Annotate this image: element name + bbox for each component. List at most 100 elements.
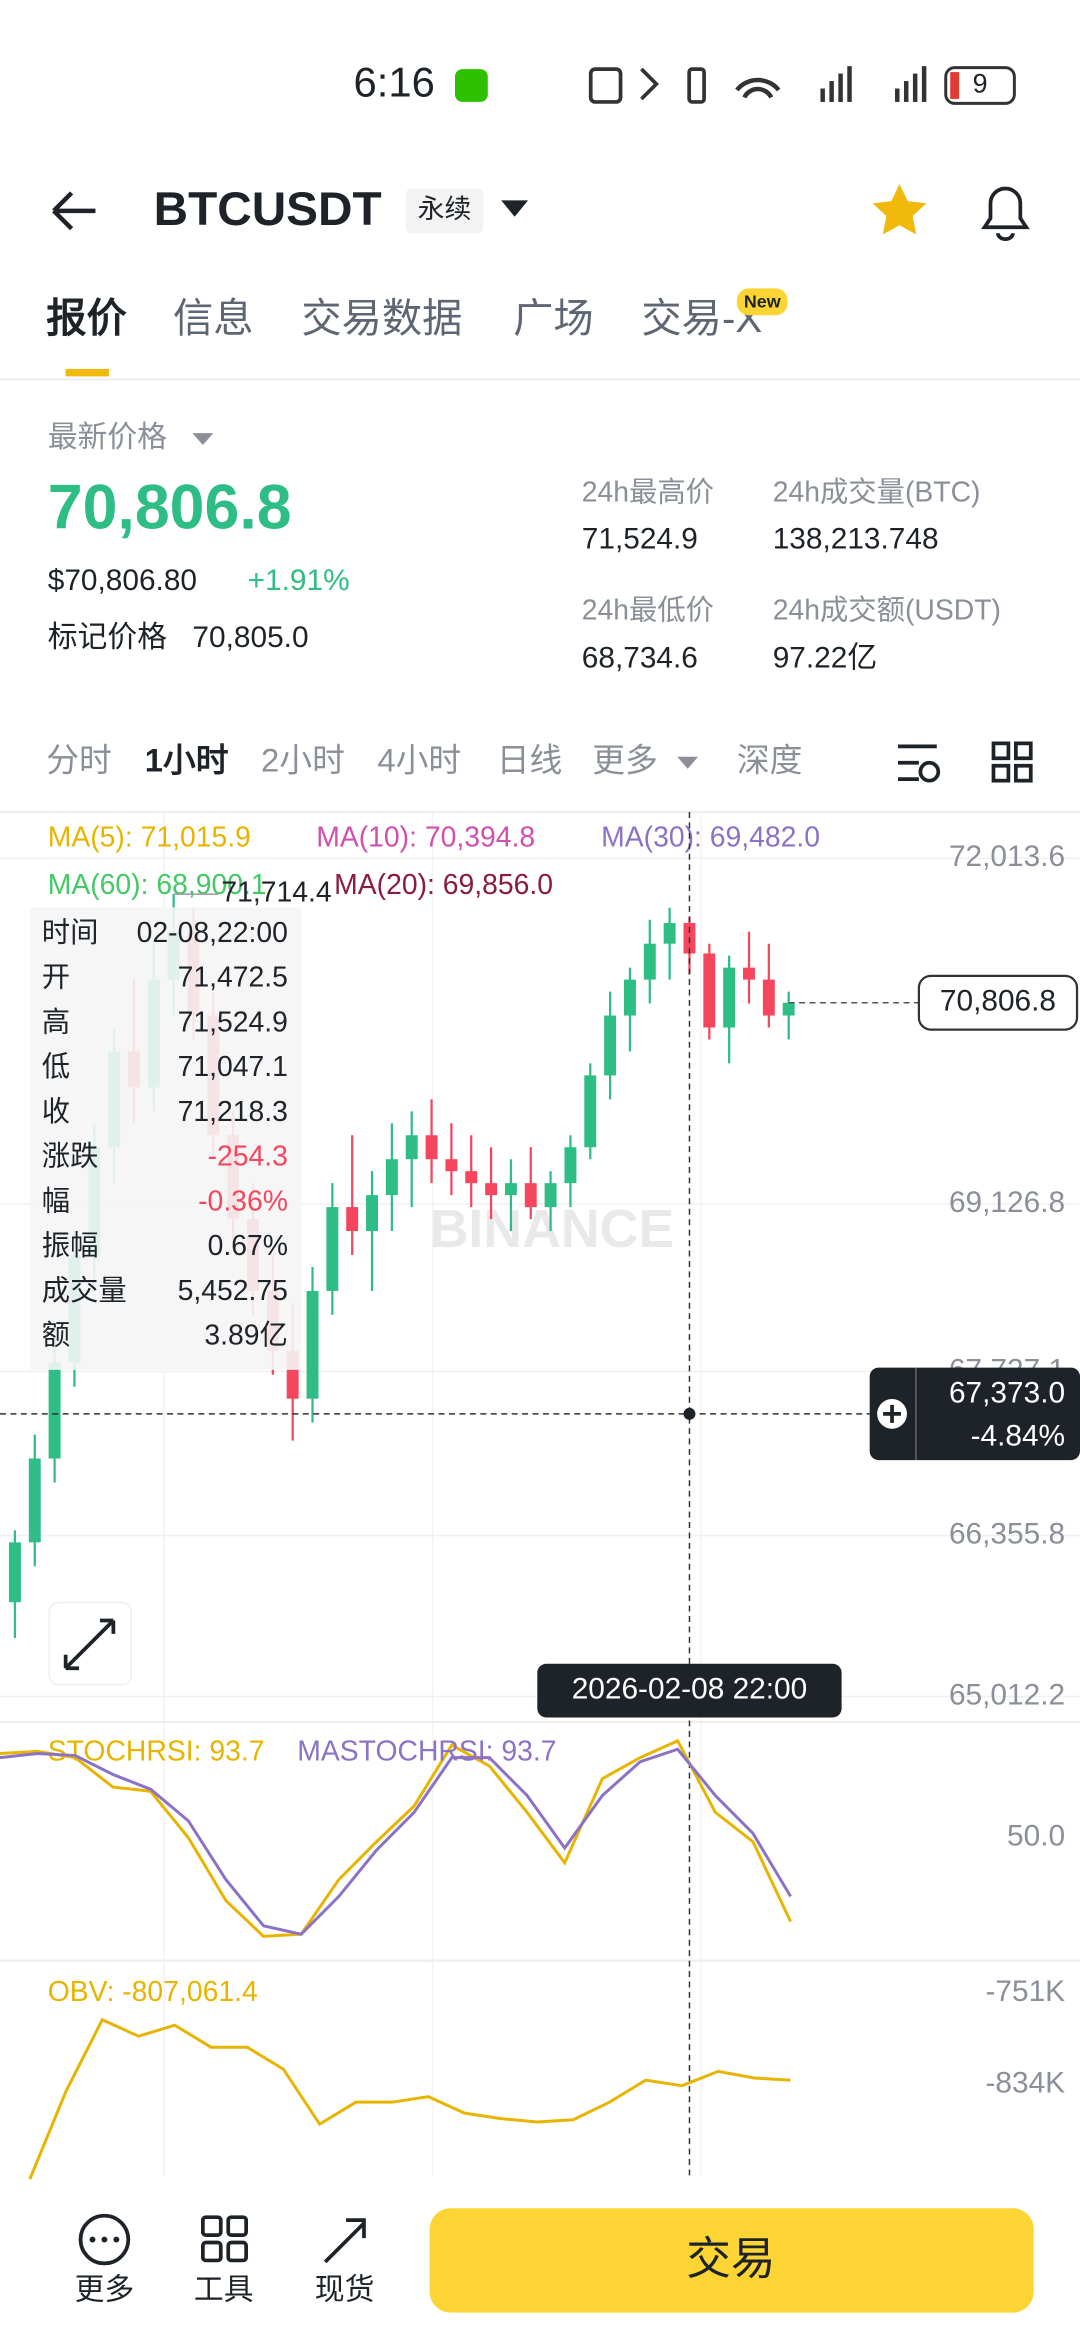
battery-level xyxy=(950,72,960,99)
indicator-line xyxy=(0,1747,792,1936)
candle-body xyxy=(782,1002,795,1016)
symbol-dropdown[interactable] xyxy=(501,200,529,217)
candle-body xyxy=(762,979,775,1016)
crosshair-price: 67,373.0 xyxy=(949,1376,1065,1409)
price-dropdown[interactable] xyxy=(192,433,214,446)
symbol[interactable]: BTCUSDT xyxy=(154,183,382,236)
tooltip-key: 振幅 xyxy=(42,1230,99,1262)
candle-body xyxy=(623,979,636,1016)
interval[interactable]: 4小时 xyxy=(377,741,461,778)
y-tick-label: 66,355.8 xyxy=(949,1518,1065,1551)
stat-value: 71,524.9 xyxy=(582,522,698,555)
tooltip-value: 71,218.3 xyxy=(178,1096,288,1128)
interval[interactable]: 更多 xyxy=(592,741,658,778)
stat-label: 24h最低价 xyxy=(582,595,714,627)
crosshair-add-plus xyxy=(883,1404,901,1423)
indicator-label: MASTOCHRSI: 93.7 xyxy=(297,1736,556,1768)
status-icons xyxy=(588,66,927,104)
y-tick-label: -834K xyxy=(985,2066,1065,2099)
usd-price: $70,806.80 xyxy=(48,564,197,597)
candle-body xyxy=(663,923,676,944)
nav-icons[interactable] xyxy=(78,2213,366,2266)
contract-tag: 永续 xyxy=(418,194,472,224)
more-dropdown[interactable] xyxy=(677,756,699,769)
y-tick-label: -751K xyxy=(985,1975,1065,2008)
candle-body xyxy=(524,1183,537,1208)
nav-label[interactable]: 工具 xyxy=(194,2274,254,2307)
ma-label: MA(30): 69,482.0 xyxy=(601,821,820,853)
indicator-label: STOCHRSI: 93.7 xyxy=(48,1736,265,1768)
nav-label[interactable]: 更多 xyxy=(75,2274,135,2307)
interval[interactable]: 2小时 xyxy=(261,741,345,778)
battery xyxy=(944,66,1016,105)
tooltip-value: 5,452.75 xyxy=(178,1275,288,1307)
y-tick-label: 50.0 xyxy=(1007,1819,1065,1852)
candle-body xyxy=(584,1075,597,1148)
indicator-line xyxy=(0,1738,792,1938)
candle-body xyxy=(485,1183,498,1196)
candle-body xyxy=(346,1207,359,1232)
watermark: BINANCE xyxy=(430,1199,675,1259)
candle-body xyxy=(703,953,716,1028)
ma-label: MA(10): 70,394.8 xyxy=(316,821,535,853)
interval[interactable]: 日线 xyxy=(497,741,563,778)
tag-bg xyxy=(405,188,484,234)
time-tag-label: 2026-02-08 22:00 xyxy=(572,1672,808,1705)
candle-body xyxy=(425,1135,438,1160)
candle-body xyxy=(8,1542,21,1603)
stat-value: 138,213.748 xyxy=(773,522,939,555)
chart-settings[interactable] xyxy=(898,744,941,783)
bell[interactable] xyxy=(981,186,1030,241)
interval[interactable]: 分时 xyxy=(46,741,112,778)
nav-label[interactable]: 现货 xyxy=(315,2274,375,2307)
tab[interactable]: 广场 xyxy=(513,296,594,341)
back-button[interactable] xyxy=(52,191,96,231)
ma-label: MA(5): 71,015.9 xyxy=(48,821,251,853)
candle-body xyxy=(504,1183,517,1196)
candle-body xyxy=(385,1159,398,1196)
stat-value: 97.22亿 xyxy=(773,642,877,675)
tooltip-value: 71,524.9 xyxy=(178,1006,288,1038)
ma-label: MA(20): 69,856.0 xyxy=(334,869,553,901)
interval[interactable]: 1小时 xyxy=(145,741,229,778)
wechat-icon xyxy=(454,69,488,102)
tooltip-key: 涨跌 xyxy=(42,1141,99,1173)
new-badge-bg xyxy=(736,288,788,316)
tooltip-value: 0.67% xyxy=(208,1230,288,1262)
layout-button[interactable] xyxy=(991,741,1033,783)
candle-body xyxy=(286,1350,299,1399)
candle-body xyxy=(48,1362,61,1459)
tab[interactable]: 信息 xyxy=(173,296,254,341)
zoom-icon[interactable] xyxy=(63,1618,116,1671)
stat-label: 24h最高价 xyxy=(582,477,714,509)
tooltip-value: -254.3 xyxy=(208,1141,288,1173)
tooltip-key: 时间 xyxy=(42,917,99,949)
tooltip-value: 02-08,22:00 xyxy=(137,917,288,949)
ma-label: MA(60): 68,900.1 xyxy=(48,869,267,901)
tooltip-key: 高 xyxy=(42,1006,70,1038)
favorite-star[interactable] xyxy=(872,183,927,235)
crosshair-dot xyxy=(683,1407,696,1420)
indicator-label: OBV: -807,061.4 xyxy=(48,1976,258,2008)
high-label: 71,714.4 xyxy=(221,877,331,909)
mark-price: 70,805.0 xyxy=(192,621,308,654)
trade-button-label[interactable]: 交易 xyxy=(686,2234,776,2284)
tooltip-value: 71,472.5 xyxy=(178,962,288,994)
tooltip-key: 收 xyxy=(42,1096,70,1128)
tab-indicator xyxy=(65,368,109,377)
indicator-line xyxy=(28,2017,791,2180)
y-tick-label: 65,012.2 xyxy=(949,1678,1065,1711)
tooltip-key: 幅 xyxy=(42,1185,70,1217)
time-tag xyxy=(537,1663,842,1718)
tooltip-key: 低 xyxy=(42,1051,70,1083)
tab[interactable]: 报价 xyxy=(46,296,127,341)
tab[interactable]: 交易数据 xyxy=(301,296,462,341)
price-label[interactable]: 最新价格 xyxy=(48,421,167,454)
candle-body xyxy=(326,1207,339,1291)
trade-button[interactable] xyxy=(429,2208,1034,2313)
tooltip-value: 3.89亿 xyxy=(204,1320,287,1352)
interval[interactable]: 深度 xyxy=(737,741,803,778)
last-price-tag-label: 70,806.8 xyxy=(940,985,1056,1018)
